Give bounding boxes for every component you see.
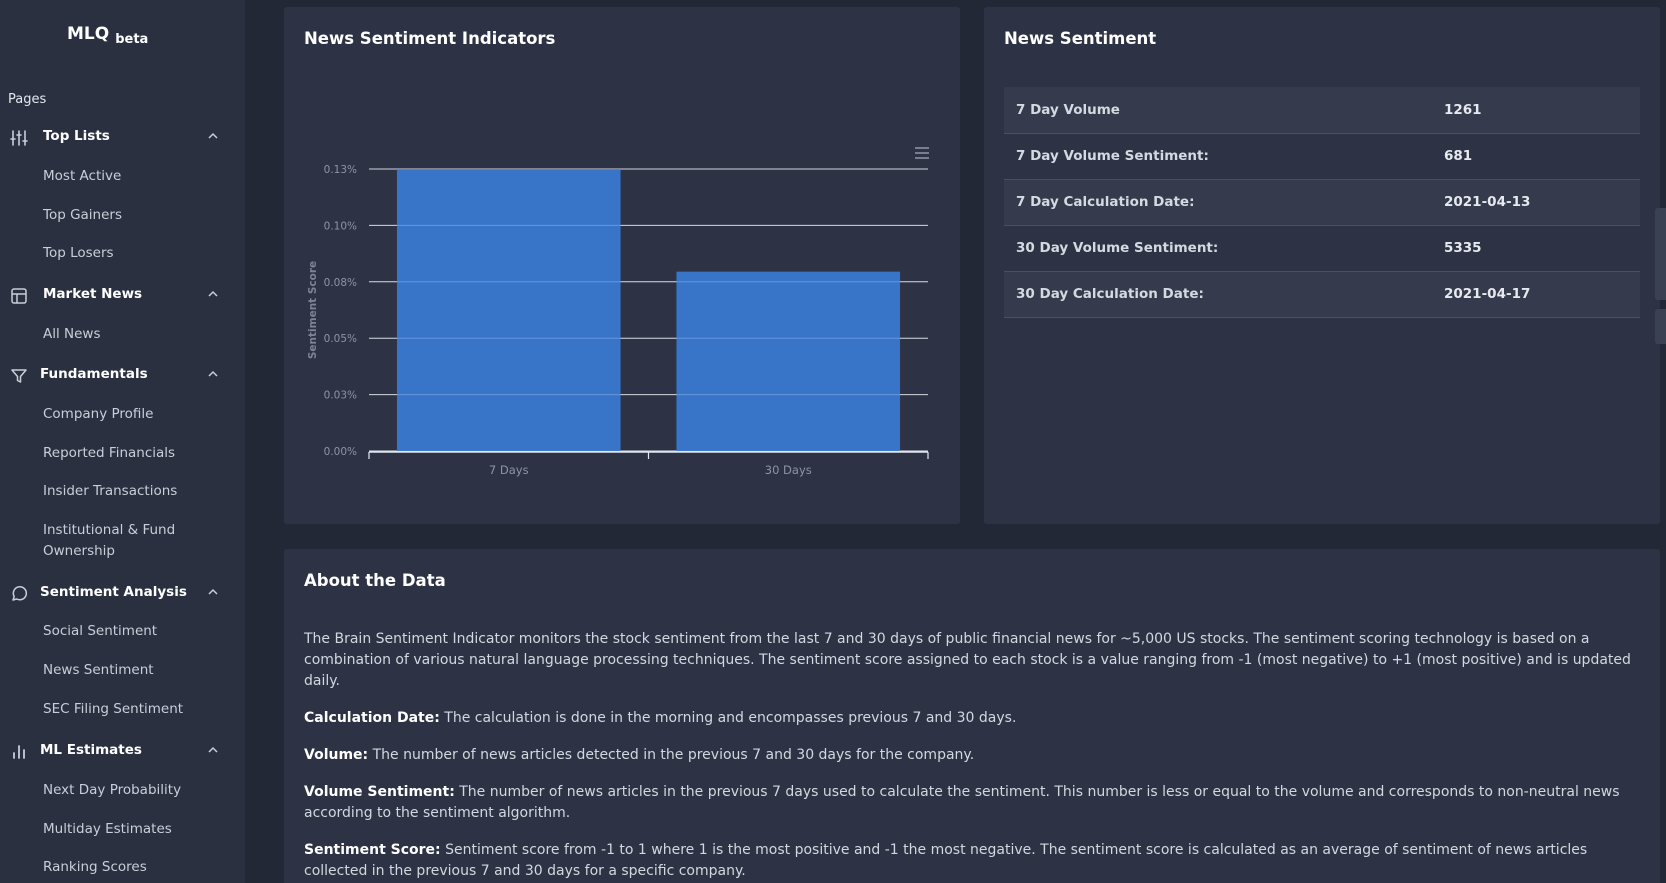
table-row: 30 Day Volume Sentiment: 5335 — [1004, 225, 1640, 272]
sentiment-table: 7 Day Volume 1261 7 Day Volume Sentiment… — [1004, 87, 1640, 318]
pages-label: Pages — [8, 92, 47, 107]
definition-term: Volume: — [304, 747, 369, 763]
y-tick-label: 0.08% — [324, 277, 357, 289]
sidebar-item-reported-financials[interactable]: Reported Financials — [43, 445, 176, 461]
definition-term: Sentiment Score: — [304, 842, 441, 858]
y-axis-label: Sentiment Score — [307, 261, 319, 359]
scrollbar-handle[interactable] — [1655, 208, 1666, 300]
nav-section-market-news[interactable]: Market News — [0, 281, 245, 309]
bar — [676, 271, 901, 451]
row-label: 7 Day Volume — [1004, 87, 1430, 134]
x-tick-label: 7 Days — [489, 463, 529, 477]
chevron-up-icon — [208, 290, 218, 297]
sidebar-item-institutional-fund-ownership[interactable]: Institutional & Fund Ownership — [43, 522, 176, 559]
chevron-up-icon — [208, 746, 218, 753]
scrollbar-handle[interactable] — [1655, 309, 1666, 344]
row-label: 7 Day Calculation Date: — [1004, 179, 1430, 226]
bar-chart-icon — [13, 745, 25, 759]
chevron-up-icon — [208, 370, 218, 377]
y-tick-label: 0.05% — [324, 333, 357, 345]
sidebar: MLQ beta Pages Top Lists Most Active Top … — [0, 0, 245, 883]
y-tick-label: 0.03% — [324, 390, 357, 402]
nav-section-top-lists[interactable]: Top Lists — [0, 123, 245, 151]
definition-item: Volume: The number of news articles dete… — [304, 745, 1644, 766]
message-circle-icon — [12, 586, 28, 601]
panel-title: News Sentiment Indicators — [304, 29, 556, 48]
nav-section-label: ML Estimates — [40, 742, 142, 758]
row-label: 30 Day Volume Sentiment: — [1004, 225, 1430, 272]
layout-icon — [11, 288, 27, 304]
brand-logo[interactable]: MLQ beta — [67, 24, 149, 47]
nav-section-label: Top Lists — [43, 128, 110, 144]
x-tick-label: 30 Days — [765, 463, 812, 477]
sidebar-item-news-sentiment[interactable]: News Sentiment — [43, 662, 154, 678]
y-tick-label: 0.13% — [324, 164, 357, 176]
sidebar-item-all-news[interactable]: All News — [43, 326, 101, 342]
sidebar-item-next-day-probability[interactable]: Next Day Probability — [43, 782, 182, 798]
sidebar-item-most-active[interactable]: Most Active — [43, 168, 122, 184]
table-row: 7 Day Volume 1261 — [1004, 87, 1640, 134]
definition-text: The calculation is done in the morning a… — [439, 710, 1017, 726]
filter-icon — [11, 369, 27, 383]
table-row: 7 Day Volume Sentiment: 681 — [1004, 133, 1640, 180]
sliders-icon — [10, 130, 28, 146]
sidebar-item-top-losers[interactable]: Top Losers — [43, 245, 114, 261]
about-panel: About the Data The Brain Sentiment Indic… — [284, 549, 1660, 883]
sidebar-item-top-gainers[interactable]: Top Gainers — [43, 207, 123, 223]
brand-tag: beta — [115, 32, 149, 47]
definition-text: The number of news articles detected in … — [368, 747, 975, 763]
nav-section-sentiment-analysis[interactable]: Sentiment Analysis — [0, 579, 245, 607]
sidebar-item-insider-transactions[interactable]: Insider Transactions — [43, 483, 178, 499]
row-value: 2021-04-17 — [1430, 271, 1640, 318]
row-value: 681 — [1430, 133, 1640, 180]
nav-section-ml-estimates[interactable]: ML Estimates — [0, 737, 245, 765]
panel-title: News Sentiment — [1004, 29, 1157, 48]
news-sentiment-panel: News Sentiment 7 Day Volume 1261 7 Day V… — [984, 7, 1660, 524]
sentiment-bar-chart: 0.00% 0.03% 0.05% 0.08% 0.10% 0.13% 7 Days 30 D… — [307, 164, 929, 477]
definition-item: Sentiment Score: Sentiment score from -1… — [304, 840, 1644, 882]
sidebar-item-multiday-estimates[interactable]: Multiday Estimates — [43, 821, 172, 837]
sidebar-item-sec-filing-sentiment[interactable]: SEC Filing Sentiment — [43, 701, 184, 717]
chevron-up-icon — [208, 588, 218, 595]
definition-term: Volume Sentiment: — [304, 784, 455, 800]
definition-term: Calculation Date: — [304, 710, 440, 726]
definition-item: Calculation Date: The calculation is don… — [304, 708, 1644, 729]
table-row: 7 Day Calculation Date: 2021-04-13 — [1004, 179, 1640, 226]
bar — [396, 169, 621, 451]
definition-item: Volume Sentiment: The number of news art… — [304, 782, 1644, 824]
about-body: The Brain Sentiment Indicator monitors t… — [304, 629, 1644, 883]
indicators-panel: News Sentiment Indicators 0.00% 0.03% 0.05… — [284, 7, 960, 524]
sidebar-item-company-profile[interactable]: Company Profile — [43, 406, 154, 422]
about-intro: The Brain Sentiment Indicator monitors t… — [304, 631, 1631, 689]
chevron-up-icon — [208, 132, 218, 139]
definition-text: The number of news articles in the previ… — [304, 784, 1620, 821]
definition-text: Sentiment score from -1 to 1 where 1 is … — [304, 842, 1588, 879]
nav-section-fundamentals[interactable]: Fundamentals — [0, 361, 245, 389]
sidebar-item-ranking-scores[interactable]: Ranking Scores — [43, 859, 147, 875]
row-value: 2021-04-13 — [1430, 179, 1640, 226]
chart-menu-icon[interactable] — [914, 146, 930, 160]
row-label: 30 Day Calculation Date: — [1004, 271, 1430, 318]
y-tick-label: 0.10% — [324, 220, 357, 232]
table-row: 30 Day Calculation Date: 2021-04-17 — [1004, 271, 1640, 318]
y-tick-label: 0.00% — [324, 446, 357, 458]
row-value: 1261 — [1430, 87, 1640, 134]
sidebar-item-social-sentiment[interactable]: Social Sentiment — [43, 623, 158, 639]
row-label: 7 Day Volume Sentiment: — [1004, 133, 1430, 180]
nav-section-label: Market News — [43, 286, 143, 302]
nav-section-label: Fundamentals — [40, 366, 148, 382]
row-value: 5335 — [1430, 225, 1640, 272]
nav-section-label: Sentiment Analysis — [40, 584, 187, 600]
brand-name: MLQ — [67, 24, 110, 44]
panel-title: About the Data — [304, 571, 446, 590]
